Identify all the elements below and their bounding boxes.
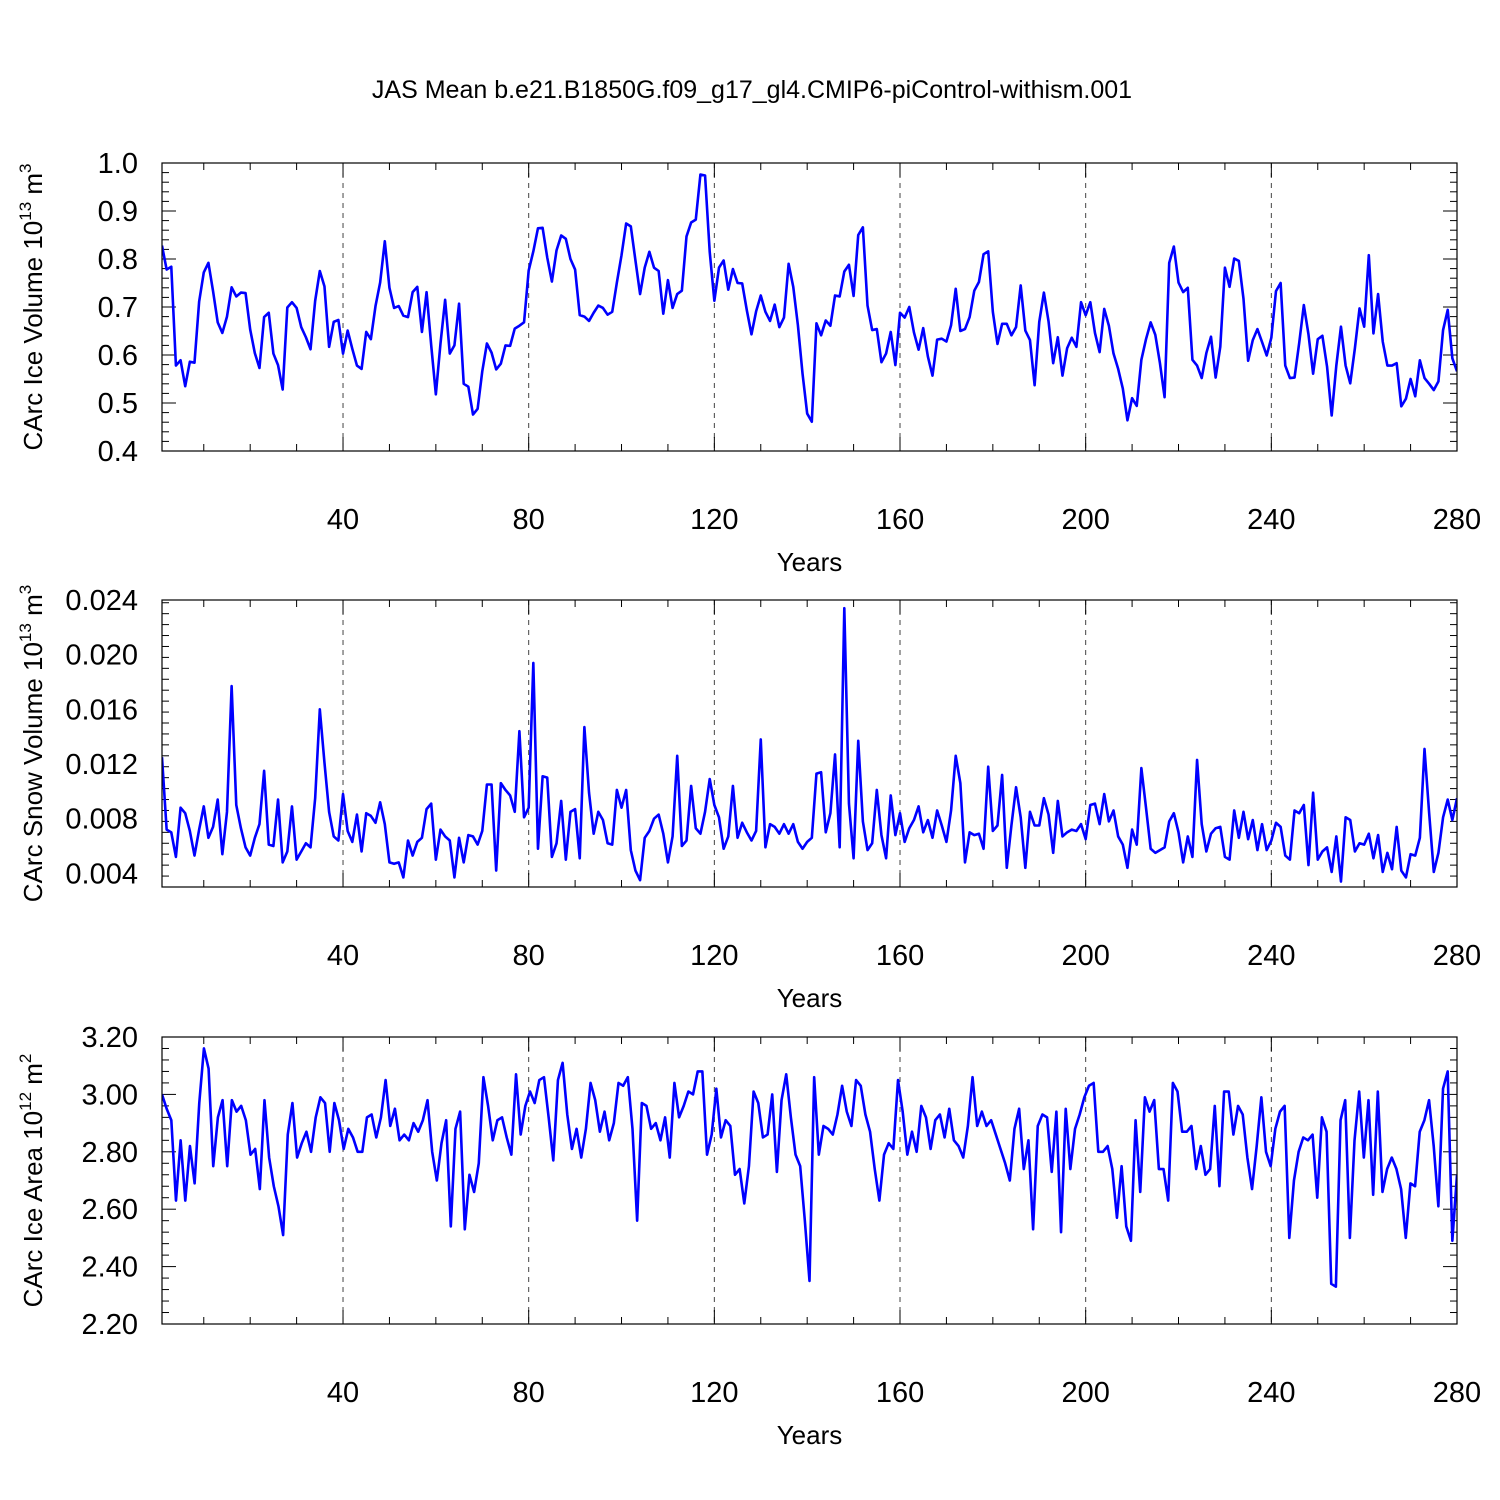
- y-axis-label-unit: m: [18, 173, 48, 202]
- y-axis-label-exponent: 12: [16, 1092, 35, 1111]
- x-tick-label: 40: [327, 1377, 359, 1409]
- series-line: [162, 173, 1457, 424]
- y-axis-label-text: CArc Snow Volume 10: [18, 642, 48, 902]
- y-axis-label-unit-exponent: 3: [16, 585, 35, 594]
- series-line: [162, 606, 1457, 883]
- y-tick-label: 3.00: [82, 1079, 138, 1111]
- y-axis-label-text: CArc Ice Area 10: [18, 1111, 48, 1308]
- y-axis-label: CArc Ice Volume 1013 m3: [16, 163, 48, 450]
- panel-2: 0.004 0.008 0.012 0.016 0.020 0.024 40 80 120 160…: [16, 585, 1481, 1013]
- x-axis-label: Years: [777, 547, 843, 577]
- x-tick-label: 160: [876, 940, 924, 972]
- x-tick-label: 200: [1061, 1377, 1109, 1409]
- y-tick-label: 2.80: [82, 1137, 138, 1169]
- y-axis-label: CArc Ice Area 1012 m2: [16, 1054, 48, 1308]
- x-tick-label: 240: [1247, 940, 1295, 972]
- y-tick-label: 0.6: [98, 340, 138, 372]
- plot-frame: [161, 1036, 1458, 1325]
- y-tick-label: 0.020: [65, 640, 138, 672]
- x-tick-label: 240: [1247, 504, 1295, 536]
- x-tick-label: 80: [513, 1377, 545, 1409]
- panel-3: 2.20 2.40 2.60 2.80 3.00 3.20 40 80 120 160 200 240…: [16, 1022, 1481, 1450]
- x-tick-label: 40: [327, 504, 359, 536]
- figure-title: JAS Mean b.e21.B1850G.f09_g17_gl4.CMIP6-…: [372, 76, 1132, 104]
- x-tick-label: 80: [513, 940, 545, 972]
- y-tick-label: 0.024: [65, 585, 138, 617]
- x-tick-label: 120: [690, 1377, 738, 1409]
- y-tick-label: 0.012: [65, 749, 138, 781]
- y-tick-label: 2.40: [82, 1252, 138, 1284]
- x-tick-label: 160: [876, 504, 924, 536]
- y-axis-label-exponent: 13: [16, 623, 35, 642]
- y-axis-label-unit: m: [18, 594, 48, 623]
- plot-frame: [161, 162, 1458, 452]
- y-tick-label: 1.0: [98, 148, 138, 180]
- y-tick-label: 0.8: [98, 244, 138, 276]
- y-axis-label-text: CArc Ice Volume 10: [18, 221, 48, 451]
- y-axis-label-unit-exponent: 3: [16, 163, 35, 172]
- y-tick-label: 0.5: [98, 388, 138, 420]
- x-tick-label: 280: [1433, 504, 1481, 536]
- x-tick-label: 40: [327, 940, 359, 972]
- y-tick-label: 3.20: [82, 1022, 138, 1054]
- x-tick-label: 120: [690, 940, 738, 972]
- x-tick-label: 120: [690, 504, 738, 536]
- y-tick-label: 0.008: [65, 804, 138, 836]
- y-tick-label: 0.7: [98, 292, 138, 324]
- x-axis-label: Years: [777, 1420, 843, 1450]
- x-tick-label: 240: [1247, 1377, 1295, 1409]
- x-tick-label: 80: [513, 504, 545, 536]
- x-axis-label: Years: [777, 983, 843, 1013]
- x-tick-label: 200: [1061, 504, 1109, 536]
- x-tick-label: 280: [1433, 940, 1481, 972]
- y-tick-label: 0.9: [98, 196, 138, 228]
- x-tick-label: 200: [1061, 940, 1109, 972]
- y-tick-label: 2.20: [82, 1309, 138, 1341]
- x-tick-label: 280: [1433, 1377, 1481, 1409]
- panel-1: 0.4 0.5 0.6 0.7 0.8 0.9 1.0 40 80 120 160 200 240 280…: [16, 148, 1481, 577]
- y-axis-label: CArc Snow Volume 1013 m3: [16, 585, 48, 902]
- x-tick-label: 160: [876, 1377, 924, 1409]
- series-line: [162, 1047, 1457, 1288]
- y-tick-label: 2.60: [82, 1194, 138, 1226]
- y-axis-label-exponent: 13: [16, 202, 35, 221]
- y-axis-label-unit-exponent: 2: [16, 1054, 35, 1063]
- y-axis-label-unit: m: [18, 1063, 48, 1092]
- y-tick-label: 0.016: [65, 694, 138, 726]
- plot-frame: [161, 599, 1458, 888]
- y-tick-label: 0.004: [65, 858, 138, 890]
- y-tick-label: 0.4: [98, 436, 138, 468]
